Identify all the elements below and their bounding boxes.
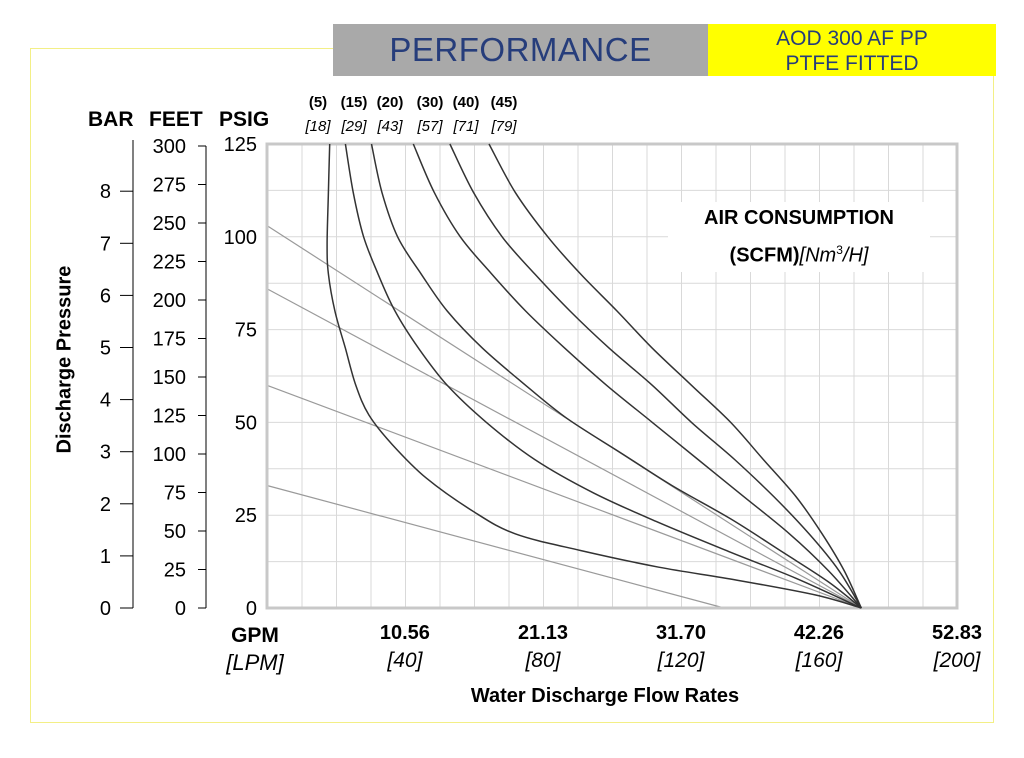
feet-tick-label: 100 [153,444,186,466]
psig-tick-label: 25 [235,505,257,527]
feet-tick-label: 300 [153,136,186,158]
curve-label-scfm: (15) [341,94,368,111]
bar-tick-label: 5 [100,338,111,360]
air-consumption-label: AIR CONSUMPTION (SCFM)[Nm3/H] [668,202,930,272]
x-tick-label-gpm: 31.70 [656,622,706,644]
bar-tick-label: 1 [100,546,111,568]
curve-label-nm3h: [79] [490,118,517,135]
air-consumption-sup: 3 [836,243,843,257]
performance-title: PERFORMANCE [333,24,708,76]
feet-tick-label: 200 [153,290,186,312]
air-supply-line-4 [266,484,725,609]
curve-label-scfm: (40) [453,94,480,111]
psig-tick-label: 50 [235,412,257,434]
feet-tick-label: 0 [175,598,186,620]
bar-tick-label: 4 [100,390,111,412]
model-line-2: PTFE FITTED [785,52,919,75]
bar-axis-label: BAR [88,108,134,131]
x-tick-label-lpm: [80] [524,649,561,672]
air-consumption-curve-1 [326,143,862,609]
bar-tick-label: 2 [100,494,111,516]
air-consumption-curve-2 [344,143,862,609]
psig-axis-label: PSIG [219,108,270,131]
air-supply-line-3 [266,384,862,609]
feet-axis-label: FEET [149,108,203,131]
psig-tick-label: 100 [224,227,257,249]
x-tick-label-lpm: [160] [795,649,844,672]
air-supply-line-2 [266,288,862,609]
psig-tick-label: 125 [224,134,257,156]
plot-border [265,142,959,610]
x-tick-label-gpm: 21.13 [518,622,568,644]
bar-tick-label: 8 [100,181,111,203]
feet-tick-label: 225 [153,252,186,274]
curve-label-nm3h: [29] [340,118,367,135]
curve-label-nm3h: [43] [376,118,403,135]
x-tick-label-lpm: [200] [933,649,982,672]
air-consumption-curve-4 [412,143,862,609]
psig-tick-label: 75 [235,320,257,342]
x-tick-label-gpm: 10.56 [380,622,430,644]
curve-label-nm3h: [57] [416,118,443,135]
x-tick-label-gpm: 42.26 [794,622,844,644]
x-tick-label-lpm: [120] [657,649,706,672]
x-axis-title: Water Discharge Flow Rates [470,685,740,707]
x-tick-label-lpm: [40] [386,649,423,672]
curve-label-scfm: (5) [309,94,327,111]
air-consumption-curve-3 [370,143,862,609]
feet-tick-label: 50 [164,521,186,543]
model-line-1: AOD 300 AF PP [776,27,928,50]
air-consumption-title: AIR CONSUMPTION [704,207,894,229]
air-consumption-nm3h-a: [Nm [799,244,837,267]
curve-label-nm3h: [18] [304,118,331,135]
curve-label-scfm: (30) [417,94,444,111]
feet-tick-label: 125 [153,406,186,428]
curve-label-scfm: (20) [377,94,404,111]
feet-tick-label: 275 [153,175,186,197]
gpm-unit-label: GPM [231,624,279,647]
feet-tick-label: 250 [153,213,186,235]
feet-tick-label: 25 [164,560,186,582]
air-consumption-nm3h-b: /H] [842,244,869,267]
feet-tick-label: 175 [153,329,186,351]
bar-tick-label: 0 [100,598,111,620]
x-tick-label-gpm: 52.83 [932,622,982,644]
bar-tick-label: 7 [100,233,111,255]
bar-tick-label: 3 [100,442,111,464]
air-consumption-scfm: (SCFM) [729,244,800,267]
model-label: AOD 300 AF PP PTFE FITTED [708,24,996,76]
psig-tick-label: 0 [246,598,257,620]
feet-tick-label: 150 [153,367,186,389]
air-consumption-curve-5 [449,143,862,609]
lpm-unit-label: [LPM] [226,650,284,675]
curve-label-nm3h: [71] [452,118,479,135]
feet-tick-label: 75 [164,483,186,505]
bar-tick-label: 6 [100,285,111,307]
curve-label-scfm: (45) [491,94,518,111]
air-consumption-curve-6 [488,143,862,609]
